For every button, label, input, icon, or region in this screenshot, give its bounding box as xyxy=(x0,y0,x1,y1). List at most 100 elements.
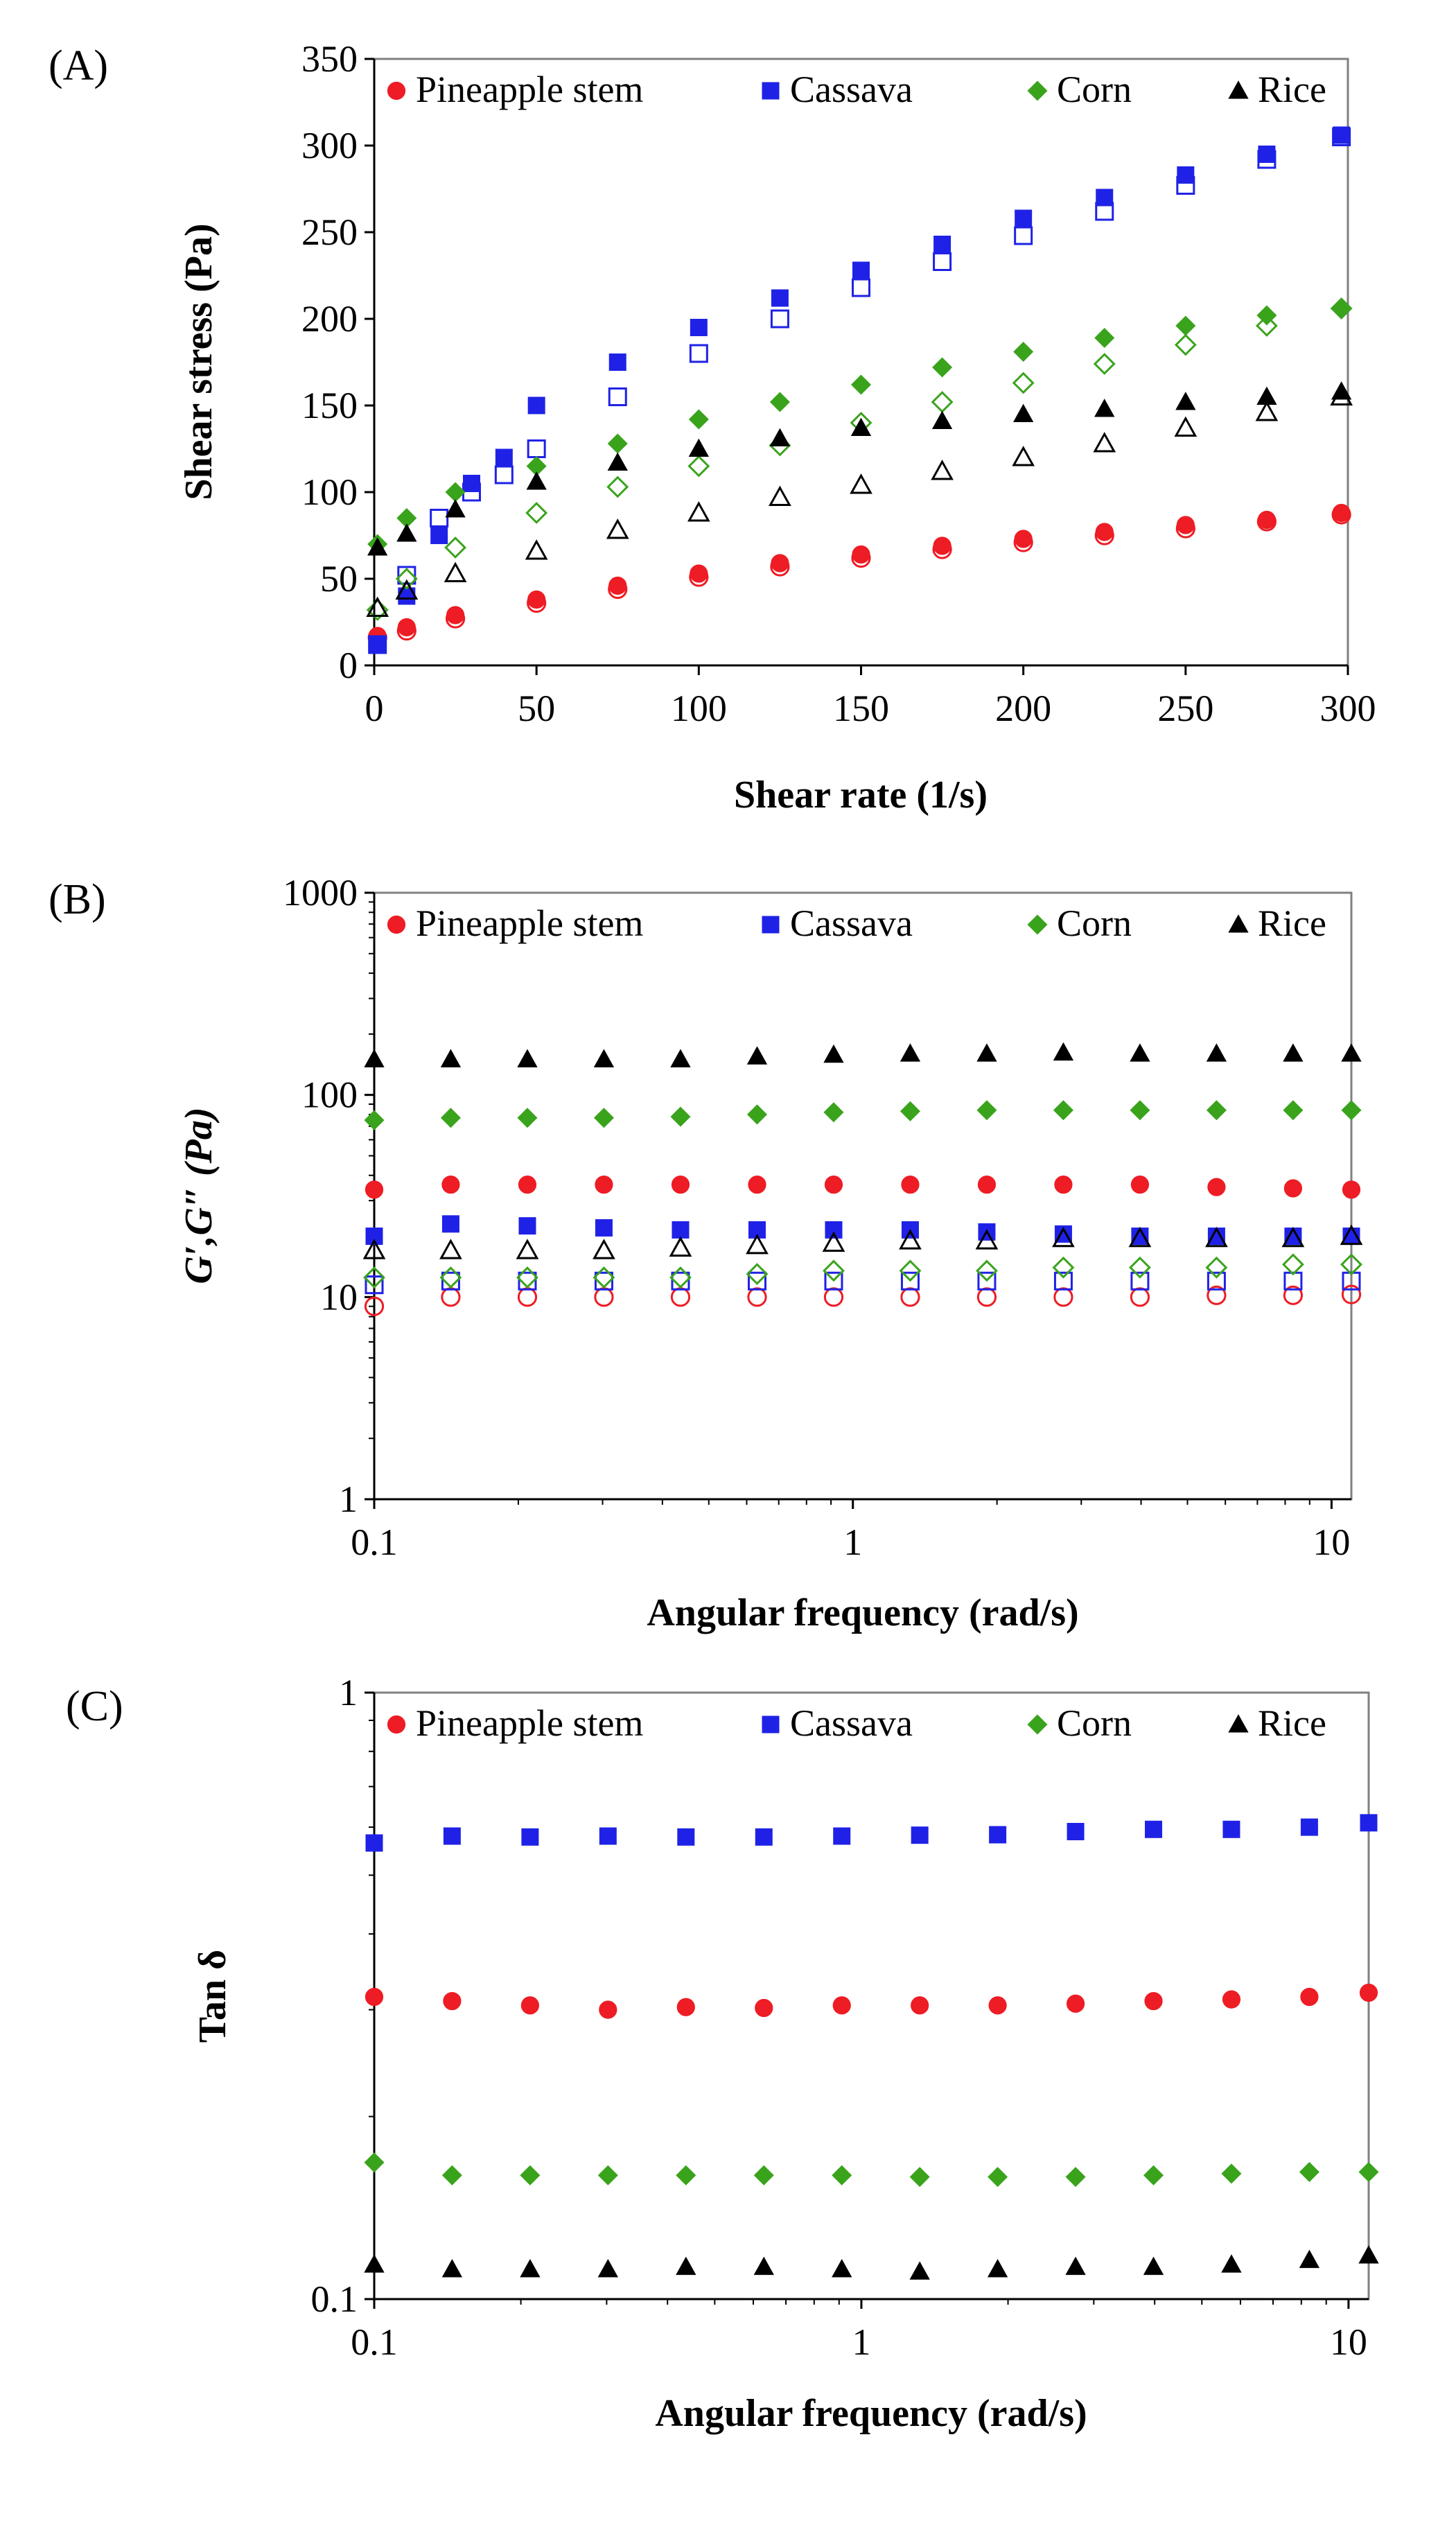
rice-open-point xyxy=(516,1239,539,1259)
corn-filled-point xyxy=(1341,1100,1362,1121)
cassava-filled-point xyxy=(1145,1820,1163,1838)
rice-filled-point xyxy=(396,523,417,542)
corn-open-point xyxy=(899,1259,922,1282)
x-tick-label: 250 xyxy=(1157,688,1213,729)
rice-filled-point xyxy=(1065,2256,1086,2276)
pineapple-stem-open-point xyxy=(396,620,416,641)
corn-filled-point xyxy=(676,2165,696,2185)
rice-filled-point xyxy=(440,1049,462,1067)
rice-open-point xyxy=(746,1233,769,1255)
rice-filled-point xyxy=(1283,1043,1304,1062)
legend-marker-pineapple-stem xyxy=(387,1715,406,1734)
cassava-filled-point xyxy=(672,1221,690,1239)
corn-filled-point xyxy=(364,2152,385,2173)
rice-filled-point xyxy=(1053,1042,1074,1061)
legend-marker-pineapple-stem xyxy=(387,915,406,934)
pineapple-stem-filled-point xyxy=(441,1175,460,1194)
pineapple-stem-filled-point xyxy=(901,1175,920,1194)
cassava-open-point xyxy=(397,566,416,585)
cassava-open-point xyxy=(671,1271,690,1291)
rice-open-point xyxy=(931,460,954,480)
corn-open-point xyxy=(1174,333,1197,356)
pineapple-stem-open-point xyxy=(1053,1287,1073,1307)
rice-filled-point xyxy=(367,537,388,556)
rice-open-point xyxy=(1281,1226,1305,1248)
legend-marker-cassava xyxy=(762,82,780,100)
rice-filled-point xyxy=(607,452,628,471)
corn-filled-point xyxy=(441,2165,462,2185)
corn-filled-point xyxy=(976,1100,997,1121)
legend-label-corn: Corn xyxy=(1057,69,1132,110)
corn-open-point xyxy=(516,1266,538,1289)
cassava-filled-point xyxy=(771,289,789,307)
legend-label-pineapple-stem: Pineapple stem xyxy=(416,69,643,110)
cassava-filled-point xyxy=(1177,166,1195,184)
cassava-filled-point xyxy=(852,261,870,279)
rice-filled-point xyxy=(1130,1043,1150,1062)
pineapple-stem-open-point xyxy=(1207,1285,1227,1305)
corn-open-point xyxy=(439,1266,462,1289)
cassava-filled-point xyxy=(599,1827,617,1845)
data-marks-c xyxy=(364,1814,1379,2280)
legend-marker-rice xyxy=(1228,80,1249,99)
corn-filled-point xyxy=(688,409,709,430)
cassava-open-point xyxy=(430,509,449,527)
rice-open-point xyxy=(1340,1224,1363,1246)
legend-marker-corn xyxy=(1027,914,1048,935)
corn-filled-point xyxy=(1143,2165,1164,2185)
cassava-filled-point xyxy=(1258,146,1276,163)
rice-open-point xyxy=(822,1231,845,1252)
x-tick-label: 1 xyxy=(843,1521,862,1563)
corn-open-point xyxy=(1052,1256,1075,1279)
corn-open-point xyxy=(593,1266,615,1289)
corn-filled-point xyxy=(850,374,872,395)
pineapple-stem-filled-point xyxy=(518,1175,537,1194)
pineapple-stem-filled-point xyxy=(365,1987,384,2007)
rice-open-point xyxy=(899,1229,922,1250)
legend-label-cassava: Cassava xyxy=(790,1702,913,1744)
cassava-filled-point xyxy=(1300,1818,1318,1836)
cassava-filled-point xyxy=(677,1828,695,1846)
legend-c: Pineapple stem Cassava Corn Rice xyxy=(387,1702,1326,1744)
corn-filled-point xyxy=(1053,1100,1073,1121)
pineapple-stem-open-point xyxy=(1283,1285,1304,1305)
rice-filled-point xyxy=(1013,403,1034,423)
cassava-filled-point xyxy=(495,448,513,466)
cassava-filled-point xyxy=(443,1827,461,1845)
x-tick-label: 300 xyxy=(1320,688,1376,729)
legend-marker-rice xyxy=(1228,914,1249,933)
pineapple-stem-filled-point xyxy=(988,1996,1007,2015)
rice-filled-point xyxy=(526,471,547,490)
cassava-open-point xyxy=(1176,176,1195,195)
rice-filled-point xyxy=(445,499,466,518)
legend-label-rice: Rice xyxy=(1258,69,1326,110)
data-marks-b xyxy=(362,1042,1363,1316)
pineapple-stem-filled-point xyxy=(1342,1180,1361,1199)
cassava-open-point xyxy=(608,387,627,406)
x-tick-label: 1 xyxy=(852,2321,870,2363)
legend-label-corn: Corn xyxy=(1057,902,1132,944)
cassava-filled-point xyxy=(1360,1814,1378,1832)
rice-filled-point xyxy=(520,2259,541,2278)
legend-label-cassava: Cassava xyxy=(790,69,913,110)
y-tick-label: 10 xyxy=(320,1276,358,1318)
legend-marker-pineapple-stem xyxy=(387,81,406,101)
rice-open-point xyxy=(1093,432,1116,453)
rice-open-point xyxy=(362,1239,386,1259)
corn-open-point xyxy=(1281,1253,1304,1276)
corn-filled-point xyxy=(364,1110,385,1130)
cassava-filled-point xyxy=(608,353,626,371)
y-tick-label: 50 xyxy=(320,558,358,600)
corn-open-point xyxy=(444,536,467,559)
legend-marker-cassava xyxy=(762,916,780,934)
pineapple-stem-open-point xyxy=(1175,518,1195,539)
axis-ticks-c: 0.1 1 10 0.1 1 xyxy=(311,1672,1369,2363)
corn-filled-point xyxy=(593,1108,614,1128)
corn-filled-point xyxy=(1130,1100,1150,1121)
x-axis-title-b: Angular frequency (rad/s) xyxy=(647,1591,1078,1634)
y-axis-title-c: Tan δ xyxy=(191,1950,234,2043)
pineapple-stem-filled-point xyxy=(1283,1179,1303,1198)
panel-label-b: (B) xyxy=(49,876,106,923)
rice-open-point xyxy=(1205,1226,1228,1248)
